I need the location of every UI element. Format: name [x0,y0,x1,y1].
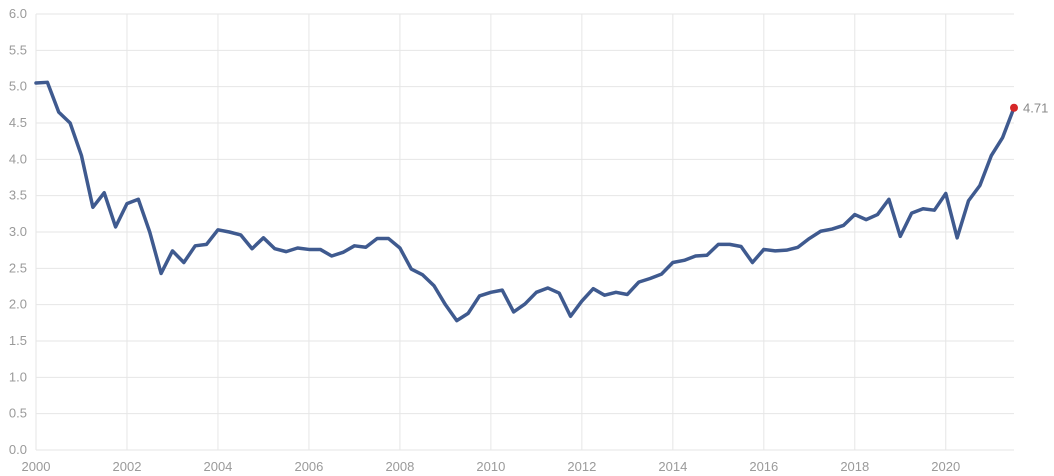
y-tick-label: 1.5 [9,333,27,348]
y-tick-label: 6.0 [9,6,27,21]
x-axis-tick-labels: 2000 2002 2004 2006 2008 2010 2012 2014 2016 2018… [22,459,961,474]
y-tick-label: 5.0 [9,79,27,94]
y-tick-label: 2.0 [9,297,27,312]
y-tick-label: 0.5 [9,406,27,421]
y-tick-label: 3.0 [9,224,27,239]
x-tick-label: 2014 [658,459,687,474]
x-tick-label: 2020 [931,459,960,474]
y-tick-label: 1.0 [9,369,27,384]
grid [35,13,1014,451]
last-point-marker [1010,103,1018,112]
x-tick-label: 2000 [22,459,51,474]
last-point-label: 4.71 [1023,101,1048,116]
x-tick-label: 2004 [203,459,232,474]
x-tick-label: 2012 [567,459,596,474]
y-tick-label: 2.5 [9,260,27,275]
y-tick-label: 5.5 [9,42,27,57]
x-tick-label: 2016 [749,459,778,474]
x-tick-label: 2008 [385,459,414,474]
x-tick-label: 2002 [113,459,142,474]
end-marker-layer: 4.71 [1010,101,1048,116]
y-axis-tick-labels: 0.0 0.5 1.0 1.5 2.0 2.5 3.0 3.5 4.0 4.5 5.0 5.5 6.0 [9,6,27,457]
y-tick-label: 0.0 [9,442,27,457]
y-tick-label: 3.5 [9,188,27,203]
x-tick-label: 2018 [840,459,869,474]
x-tick-label: 2006 [294,459,323,474]
y-tick-label: 4.5 [9,115,27,130]
x-tick-label: 2010 [476,459,505,474]
series-line [34,80,1016,323]
series-layer [34,80,1016,323]
y-tick-label: 4.0 [9,151,27,166]
